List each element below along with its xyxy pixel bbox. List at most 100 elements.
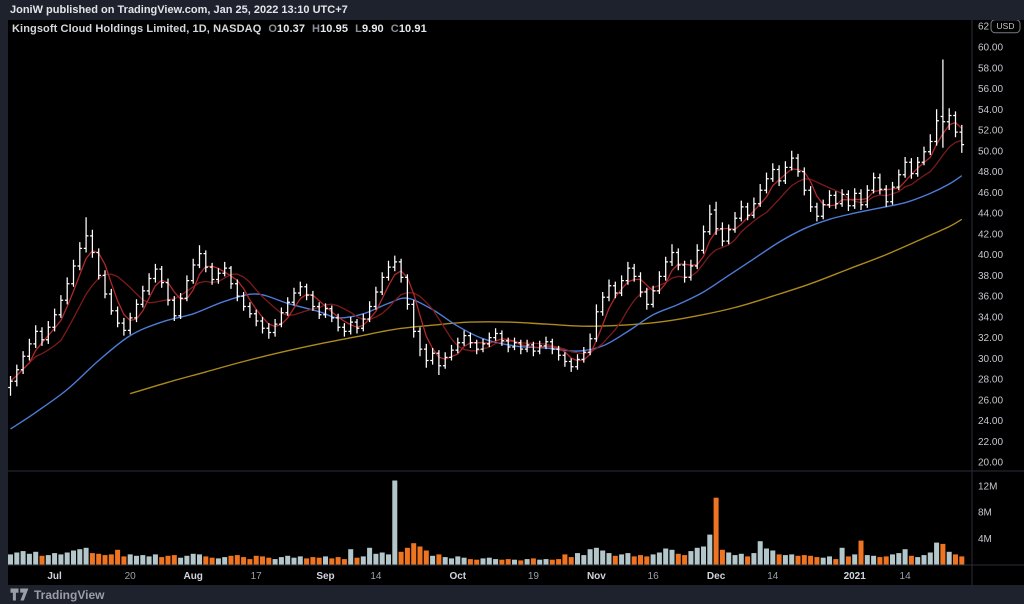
ohlc-bar <box>694 244 700 270</box>
time-tick-minor-label[interactable]: 17 <box>251 571 263 582</box>
ohlc-bar <box>915 157 920 177</box>
tradingview-brand-text[interactable]: TradingView <box>34 587 105 602</box>
volume-bar <box>71 550 76 565</box>
volume-tick-label[interactable]: 8M <box>978 508 992 519</box>
time-tick-minor-label[interactable]: 19 <box>528 571 540 582</box>
time-tick-minor-label[interactable]: 20 <box>125 571 137 582</box>
ohlc-bar <box>512 337 517 351</box>
ohlc-bar <box>279 307 284 328</box>
time-tick-major-label[interactable]: Dec <box>707 571 726 582</box>
price-tick-label[interactable]: 38.00 <box>978 271 1003 282</box>
time-tick-minor-label[interactable]: 16 <box>648 571 660 582</box>
ohlc-bar <box>789 150 794 171</box>
ohlc-bar <box>203 250 209 273</box>
ohlc-bar <box>184 275 190 302</box>
ohlc-bar <box>676 248 681 271</box>
price-tick-label[interactable]: 26.00 <box>978 395 1003 406</box>
volume-bar <box>222 557 228 565</box>
volume-bar <box>102 555 108 565</box>
volume-bar <box>449 558 454 565</box>
ohlc-bar <box>146 273 152 296</box>
ohlc-bar <box>71 259 76 287</box>
price-tick-label[interactable]: 40.00 <box>978 250 1003 261</box>
price-tick-label[interactable]: 54.00 <box>978 105 1003 116</box>
time-tick-minor-label[interactable]: 14 <box>900 571 912 582</box>
volume-bar <box>493 559 499 565</box>
ohlc-bar <box>739 200 744 222</box>
volume-bar <box>537 559 543 565</box>
ohlc-bar <box>531 341 536 357</box>
tradingview-logo-icon[interactable] <box>10 588 29 601</box>
ohlc-bar <box>669 244 675 266</box>
ohlc-bar <box>776 165 782 187</box>
volume-bar <box>864 555 870 565</box>
volume-bar <box>562 554 568 565</box>
ohlc-bar <box>827 190 832 208</box>
ohlc-bar <box>461 330 467 346</box>
volume-bar <box>241 557 247 565</box>
volume-bar <box>14 552 20 565</box>
time-tick-minor-label[interactable]: 14 <box>370 571 382 582</box>
ohlc-bar <box>751 197 757 219</box>
symbol-title[interactable]: Kingsoft Cloud Holdings Limited, 1D, NAS… <box>12 23 262 35</box>
price-tick-label[interactable]: 56.00 <box>978 84 1003 95</box>
ohlc-bar <box>178 293 183 319</box>
price-tick-label[interactable]: 42.00 <box>978 229 1003 240</box>
price-tick-label[interactable]: 36.00 <box>978 292 1003 303</box>
volume-tick-label[interactable]: 12M <box>978 481 997 492</box>
price-tick-label[interactable]: 52.00 <box>978 126 1003 137</box>
ohlc-bar <box>820 199 826 220</box>
ohlc-bar <box>839 189 845 207</box>
price-tick-label[interactable]: 28.00 <box>978 375 1003 386</box>
price-tick-label[interactable]: 58.00 <box>978 63 1003 74</box>
ohlc-bar <box>846 190 851 211</box>
volume-bar <box>436 554 442 565</box>
ohlc-bar <box>266 323 272 339</box>
price-tick-label[interactable]: 48.00 <box>978 167 1003 178</box>
chart-svg[interactable]: 60.00 58.00 56.00 54.00 52.00 50.00 48.00 46.00… <box>8 19 1024 585</box>
ohlc-bar <box>27 338 32 361</box>
time-tick-minor-label[interactable]: 14 <box>767 571 779 582</box>
ohlc-bar <box>14 364 20 387</box>
time-tick-major-label[interactable]: Sep <box>316 571 334 582</box>
ohlc-bar <box>871 172 876 194</box>
price-tick-label[interactable]: 46.00 <box>978 188 1003 199</box>
ohlc-bar <box>115 306 120 328</box>
chart-region[interactable]: Kingsoft Cloud Holdings Limited, 1D, NAS… <box>8 19 1024 585</box>
volume-tick-label[interactable]: 4M <box>978 534 992 545</box>
price-tick-label[interactable]: 50.00 <box>978 146 1003 157</box>
ohlc-bar <box>764 172 769 194</box>
time-tick-major-label[interactable]: Aug <box>183 571 202 582</box>
volume-bar <box>115 549 121 565</box>
ohlc-bar <box>449 344 454 361</box>
volume-bar <box>650 554 656 565</box>
price-tick-label[interactable]: 30.00 <box>978 354 1003 365</box>
ohlc-bar <box>682 260 687 283</box>
volume-bar <box>203 556 209 565</box>
volume-bar <box>669 549 675 565</box>
ma-line-slow-red <box>10 139 962 382</box>
volume-bar <box>663 548 669 565</box>
open-label: O <box>268 23 278 35</box>
price-tick-label[interactable]: 32.00 <box>978 333 1003 344</box>
time-tick-major-label[interactable]: 2021 <box>844 571 867 582</box>
price-tick-label[interactable]: 44.00 <box>978 209 1003 220</box>
price-tick-label[interactable]: 60.00 <box>978 43 1003 54</box>
volume-bar <box>134 555 139 565</box>
price-tick-label[interactable]: 24.00 <box>978 416 1003 427</box>
volume-bar <box>310 557 316 565</box>
price-tick-label[interactable]: 20.00 <box>978 458 1003 469</box>
ohlc-bar <box>638 272 643 298</box>
symbol-legend[interactable]: Kingsoft Cloud Holdings Limited, 1D, NAS… <box>12 23 427 35</box>
time-tick-major-label[interactable]: Jul <box>47 571 62 582</box>
ohlc-bar <box>562 352 568 367</box>
time-tick-major-label[interactable]: Nov <box>587 571 606 582</box>
ohlc-bar <box>102 270 108 299</box>
ohlc-bar <box>90 229 95 258</box>
time-tick-major-label[interactable]: Oct <box>449 571 466 582</box>
volume-bar <box>486 557 492 565</box>
volume-bar <box>600 550 606 565</box>
price-top-tick-label[interactable]: 62 <box>978 22 990 33</box>
price-tick-label[interactable]: 22.00 <box>978 437 1003 448</box>
price-tick-label[interactable]: 34.00 <box>978 312 1003 323</box>
